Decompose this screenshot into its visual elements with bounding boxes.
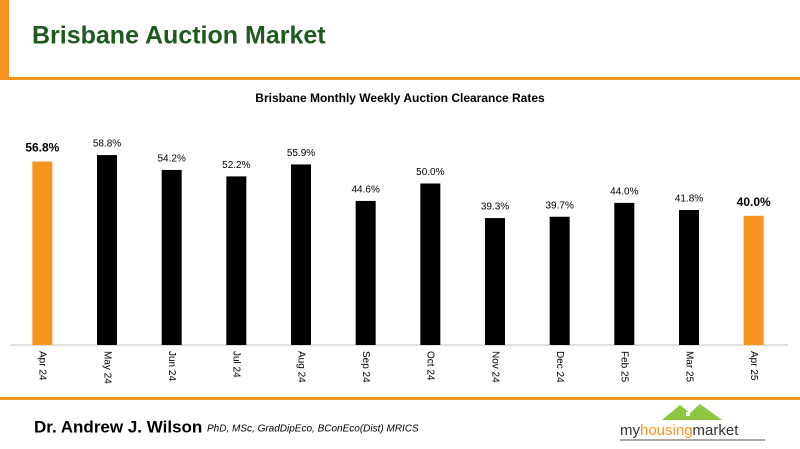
bar: [355, 200, 376, 345]
x-tick-label: Jun 24: [166, 351, 177, 381]
bar: [161, 169, 182, 345]
value-label: 39.3%: [481, 202, 509, 213]
value-label: 39.7%: [545, 200, 573, 211]
footer-rule: [0, 397, 800, 400]
bar: [679, 209, 699, 345]
value-label: 56.8%: [25, 141, 59, 155]
value-label: 44.6%: [351, 185, 379, 196]
value-label: 54.2%: [157, 154, 185, 165]
header-accent: [0, 0, 9, 80]
author: Dr. Andrew J. Wilson: [34, 417, 202, 436]
bar: [291, 164, 311, 345]
x-tick-label: Nov 24: [489, 351, 500, 383]
x-tick-label: Apr 24: [37, 351, 48, 381]
bar: [549, 216, 570, 345]
logo-mid: housing: [640, 422, 693, 439]
logo-text: myhousingmarket: [620, 422, 739, 439]
value-label: 40.0%: [737, 195, 771, 209]
bar: [614, 202, 635, 345]
logo-window: [686, 412, 690, 416]
slide-title: Brisbane Auction Market: [32, 22, 326, 50]
x-tick-label: Sep 24: [360, 351, 371, 383]
value-label: 41.8%: [675, 194, 703, 205]
bar: [420, 183, 441, 345]
x-tick-label: May 24: [101, 351, 112, 384]
value-label: 50.0%: [416, 167, 444, 178]
value-label: 44.0%: [610, 187, 638, 198]
header-rule: [0, 77, 800, 80]
x-tick-label: Aug 24: [295, 351, 306, 383]
bar: [485, 218, 505, 345]
bar: [743, 215, 764, 345]
plot: 56.8% Apr 24 58.8% May 24 54.2% Jun 24 52.2% Ju…: [25, 139, 771, 385]
logo: myhousingmarket: [620, 404, 765, 441]
x-tick-label: Jul 24: [231, 351, 242, 378]
logo-roof: [662, 404, 722, 420]
value-label: 58.8%: [93, 139, 121, 150]
bar: [226, 176, 247, 345]
x-tick-label: Mar 25: [683, 351, 694, 383]
x-tick-label: Oct 24: [425, 351, 436, 381]
value-label: 55.9%: [287, 148, 315, 159]
value-label: 52.2%: [222, 160, 250, 171]
x-tick-label: Dec 24: [554, 351, 565, 383]
x-tick-label: Feb 25: [619, 351, 630, 383]
credentials: PhD, MSc, GradDipEco, BConEco(Dist) MRIC…: [207, 424, 419, 435]
x-tick-label: Apr 25: [748, 351, 759, 381]
chart-title: Brisbane Monthly Weekly Auction Clearanc…: [255, 91, 545, 105]
logo-prefix: my: [620, 422, 640, 439]
bar: [97, 155, 117, 345]
bar: [32, 161, 53, 345]
logo-suffix: market: [693, 422, 740, 439]
